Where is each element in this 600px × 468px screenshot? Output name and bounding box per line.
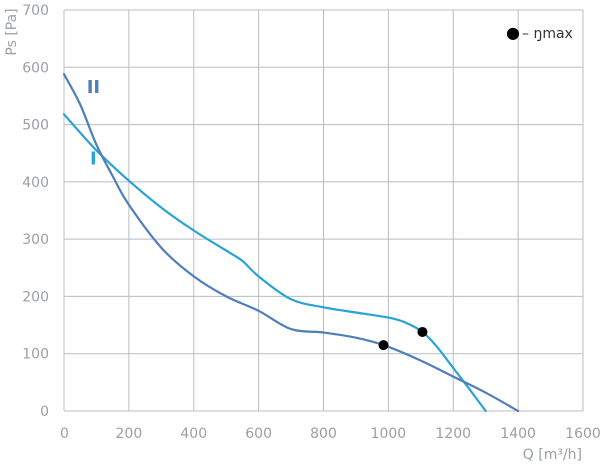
eta-max-point-i (417, 326, 428, 337)
legend-marker: ● (506, 23, 520, 42)
series-label-ii: II (87, 77, 100, 98)
tick-labels: 0 200 400 600 800 1000 1200 1400 1600 0 100 200 300 4… (22, 3, 600, 442)
legend: ● – ŋmax (506, 23, 573, 42)
x-tick-label-600: 600 (245, 426, 272, 442)
y-tick-label-300: 300 (22, 232, 49, 248)
y-tick-label-600: 600 (22, 60, 49, 76)
y-tick-label-500: 500 (22, 118, 49, 134)
grid (63, 9, 584, 412)
x-tick-label-400: 400 (180, 426, 207, 442)
legend-text: – ŋmax (522, 26, 573, 42)
y-axis-label: Ps [Pa] (4, 8, 20, 55)
series-group: III (62, 73, 520, 413)
x-tick-label-0: 0 (60, 426, 69, 442)
x-tick-label-1400: 1400 (500, 426, 536, 442)
y-tick-label-700: 700 (22, 3, 49, 19)
series-line-ii (62, 73, 520, 413)
series-line-i (62, 113, 487, 413)
x-tick-label-200: 200 (116, 426, 143, 442)
series-label-i: I (90, 149, 97, 170)
y-tick-label-0: 0 (40, 404, 49, 420)
x-tick-label-800: 800 (310, 426, 337, 442)
y-tick-label-200: 200 (22, 289, 49, 305)
x-tick-label-1200: 1200 (435, 426, 471, 442)
x-tick-label-1600: 1600 (565, 426, 600, 442)
y-tick-label-400: 400 (22, 175, 49, 191)
eta-max-point-ii (378, 340, 389, 351)
y-tick-label-100: 100 (22, 347, 49, 363)
x-tick-label-1000: 1000 (371, 426, 407, 442)
x-axis-label: Q [m³/h] (523, 447, 582, 463)
